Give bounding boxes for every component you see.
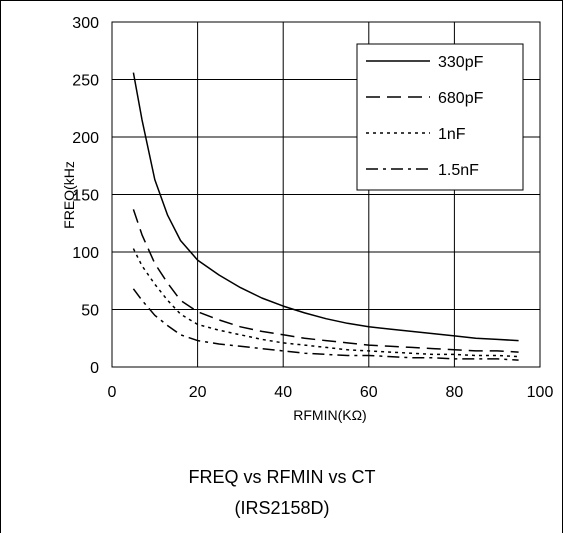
legend: 330pF 680pF 1nF 1.5nF [356,43,524,191]
grid-lines [112,22,540,367]
y-tick-label: 200 [72,130,99,147]
x-tick-label: 20 [189,384,207,401]
y-tick-label: 250 [72,73,99,90]
series-line-1nf [132,248,519,358]
legend-box [356,43,524,191]
series-line-680pf [132,209,519,353]
x-axis-title: RFMIN(KΩ) [293,407,366,423]
legend-label: 1nF [438,126,466,143]
legend-label: 1.5nF [438,162,479,179]
chart-subtitle: (IRS2158D) [234,498,329,518]
series-lines [132,72,519,361]
y-tick-label: 100 [72,245,99,262]
y-tick-label: 150 [72,188,99,205]
x-tick-label: 100 [527,384,554,401]
chart-title: FREQ vs RFMIN vs CT [189,467,376,487]
series-line-330pf [132,72,519,342]
x-tick-label: 60 [360,384,378,401]
x-tick-label: 80 [446,384,464,401]
legend-label: 680pF [438,90,484,107]
x-tick-label: 40 [274,384,292,401]
y-tick-labels: 0 50 100 150 200 250 300 [72,15,99,377]
y-tick-label: 50 [81,303,99,320]
x-tick-labels: 0 20 40 60 80 100 [108,384,554,401]
y-axis-title: FREQ(kHz [61,161,77,229]
legend-label: 330pF [438,54,484,71]
series-line-1-5nf [132,288,519,361]
x-tick-label: 0 [108,384,117,401]
y-tick-label: 300 [72,15,99,32]
y-tick-label: 0 [90,360,99,377]
